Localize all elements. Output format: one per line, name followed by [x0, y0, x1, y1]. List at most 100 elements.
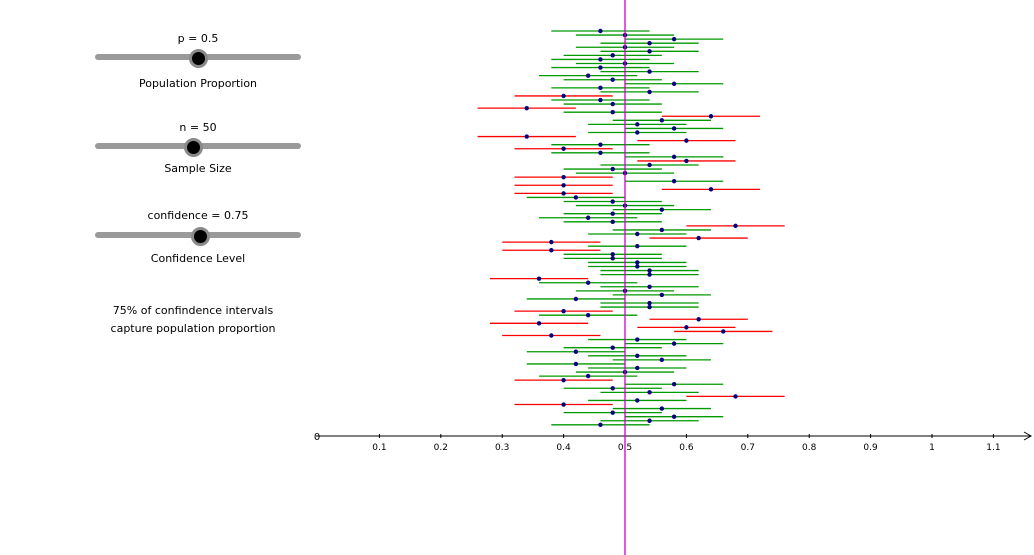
sample-size-value: n = 50 [179, 121, 217, 134]
sample-proportion-point [549, 333, 554, 338]
sample-proportion-point [610, 101, 615, 107]
sample-proportion-point [524, 134, 529, 139]
x-tick-label: 1.1 [986, 443, 1000, 453]
sample-proportion-point [561, 402, 566, 407]
x-tick-label: 0.2 [434, 443, 448, 453]
sample-proportion-point [647, 89, 652, 95]
sample-proportion-point [598, 150, 603, 155]
sample-proportion-point [549, 239, 554, 245]
sample-proportion-point [610, 386, 615, 391]
sample-proportion-point [635, 353, 640, 358]
sample-proportion-point [635, 264, 640, 269]
sample-proportion-point [671, 414, 677, 419]
sample-proportion-point [610, 256, 615, 261]
sample-proportion-point [647, 390, 652, 395]
sample-proportion-point [635, 365, 640, 371]
sample-proportion-point [573, 361, 579, 367]
sample-proportion-point [733, 394, 738, 399]
sample-proportion-point [659, 406, 665, 411]
sample-proportion-point [647, 418, 652, 423]
sample-proportion-point [610, 211, 615, 216]
sample-proportion-point [671, 81, 677, 86]
sample-proportion-point [647, 162, 652, 168]
sample-proportion-point [659, 292, 665, 298]
sample-proportion-point [610, 166, 615, 172]
sample-proportion-point [635, 231, 640, 237]
sample-proportion-point [585, 313, 591, 318]
x-tick-label: 0.4 [556, 443, 571, 453]
sample-proportion-point [708, 187, 714, 192]
sample-proportion-point [585, 215, 591, 220]
proportion-value: p = 0.5 [177, 32, 219, 45]
sample-proportion-point [561, 93, 566, 99]
sample-proportion-point [610, 77, 615, 82]
proportion-slider-knob[interactable] [189, 49, 208, 68]
x-tick-label: 0.9 [863, 443, 878, 453]
sample-proportion-point [598, 85, 603, 91]
sample-proportion-point [635, 398, 640, 403]
sample-proportion-point [635, 122, 640, 127]
sample-proportion-point [684, 138, 689, 143]
sample-proportion-point [647, 268, 652, 273]
sample-proportion-point [635, 243, 640, 249]
sample-proportion-point [573, 296, 579, 302]
sample-proportion-point [561, 191, 566, 196]
sample-proportion-point [659, 357, 665, 363]
confidence-label: Confidence Level [150, 252, 246, 265]
sample-proportion-point [585, 73, 591, 78]
x-tick-label: 0.7 [741, 443, 755, 453]
capture-summary-line1: 75% of confindence intervals [112, 304, 274, 317]
x-axis-arrow [1023, 431, 1033, 441]
sample-proportion-point [561, 377, 566, 383]
sample-proportion-point [647, 40, 652, 46]
confidence-value: confidence = 0.75 [147, 209, 249, 222]
sample-proportion-point [671, 179, 677, 184]
sample-proportion-point [536, 321, 542, 326]
x-tick-label: 1 [929, 443, 935, 453]
sample-proportion-point [671, 341, 677, 346]
sample-proportion-point [647, 49, 652, 54]
sample-size-slider-knob[interactable] [184, 138, 203, 157]
sample-proportion-point [647, 300, 652, 306]
sample-proportion-point [635, 337, 640, 342]
proportion-label: Population Proportion [138, 77, 258, 90]
sample-proportion-point [573, 195, 579, 200]
capture-summary-line2: capture population proportion [110, 322, 276, 335]
sample-proportion-point [635, 260, 640, 265]
sample-proportion-point [561, 146, 566, 151]
sample-proportion-point [708, 114, 714, 119]
confidence-slider-knob[interactable] [191, 227, 210, 246]
sample-proportion-point [635, 130, 640, 135]
x-tick-label: 0.8 [802, 443, 817, 453]
sample-proportion-point [671, 126, 677, 131]
sample-proportion-point [610, 53, 615, 58]
sample-proportion-point [524, 105, 529, 111]
sample-proportion-point [684, 158, 689, 164]
sample-proportion-point [561, 308, 566, 314]
sample-proportion-point [647, 69, 652, 74]
sample-proportion-point [610, 110, 615, 115]
sample-proportion-point [561, 174, 566, 180]
sample-proportion-point [696, 317, 701, 322]
sample-proportion-point [696, 235, 701, 241]
sample-proportion-point [733, 223, 738, 229]
sample-proportion-point [610, 410, 615, 415]
sample-proportion-point [585, 280, 591, 285]
sample-proportion-point [610, 199, 615, 204]
sample-proportion-point [684, 325, 689, 330]
sample-proportion-point [610, 345, 615, 350]
sample-size-label: Sample Size [164, 162, 232, 175]
sample-proportion-point [659, 227, 665, 233]
sample-proportion-point [659, 118, 665, 123]
sample-proportion-point [647, 272, 652, 277]
sample-proportion-point [598, 97, 603, 103]
sample-proportion-point [598, 57, 603, 62]
sample-proportion-point [610, 219, 615, 225]
sample-proportion-point [549, 248, 554, 253]
sample-proportion-point [598, 65, 603, 70]
sample-proportion-point [598, 28, 603, 34]
sample-proportion-point [671, 154, 677, 160]
sample-proportion-point [659, 207, 665, 212]
sample-proportion-point [721, 329, 726, 334]
